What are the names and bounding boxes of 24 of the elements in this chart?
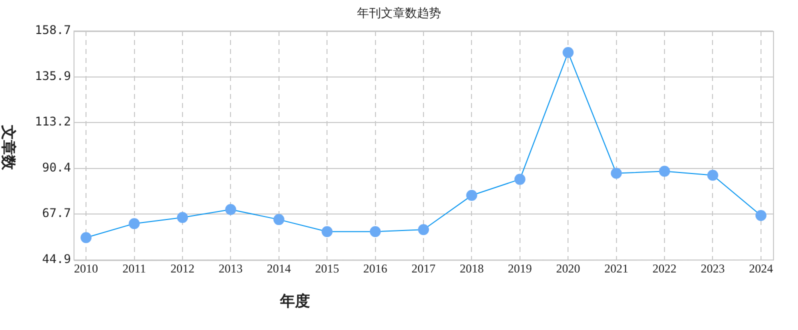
y-tick-label: 113.2 — [34, 114, 71, 129]
y-tick-label: 90.4 — [42, 160, 71, 175]
x-tick-label: 2019 — [508, 261, 532, 276]
x-tick-label: 2016 — [363, 261, 388, 276]
y-tick-label: 44.9 — [42, 252, 71, 266]
x-tick-label: 2013 — [218, 261, 243, 276]
x-tick-label: 2015 — [315, 261, 340, 276]
y-axis-title: 文章数 — [0, 124, 18, 172]
x-tick-label: 2021 — [604, 261, 628, 276]
x-tick-label: 2020 — [556, 261, 580, 276]
y-tick-label: 135.9 — [34, 69, 71, 84]
x-tick-label: 2011 — [122, 261, 146, 276]
y-tick-label: 67.7 — [42, 206, 71, 220]
x-tick-label: 2010 — [74, 261, 98, 276]
x-tick-label: 2018 — [460, 261, 484, 276]
x-tick-label: 2014 — [266, 261, 291, 276]
x-tick-label: 2017 — [412, 261, 436, 276]
x-axis-title: 年度 — [278, 292, 311, 311]
x-tick-label: 2024 — [748, 261, 773, 276]
y-tick-label: 158.7 — [34, 23, 71, 38]
x-tick-label: 2012 — [170, 261, 194, 276]
x-tick-label: 2023 — [700, 261, 725, 276]
chart-title: 年刊文章数趋势 — [356, 5, 442, 22]
x-tick-label: 2022 — [652, 261, 677, 276]
